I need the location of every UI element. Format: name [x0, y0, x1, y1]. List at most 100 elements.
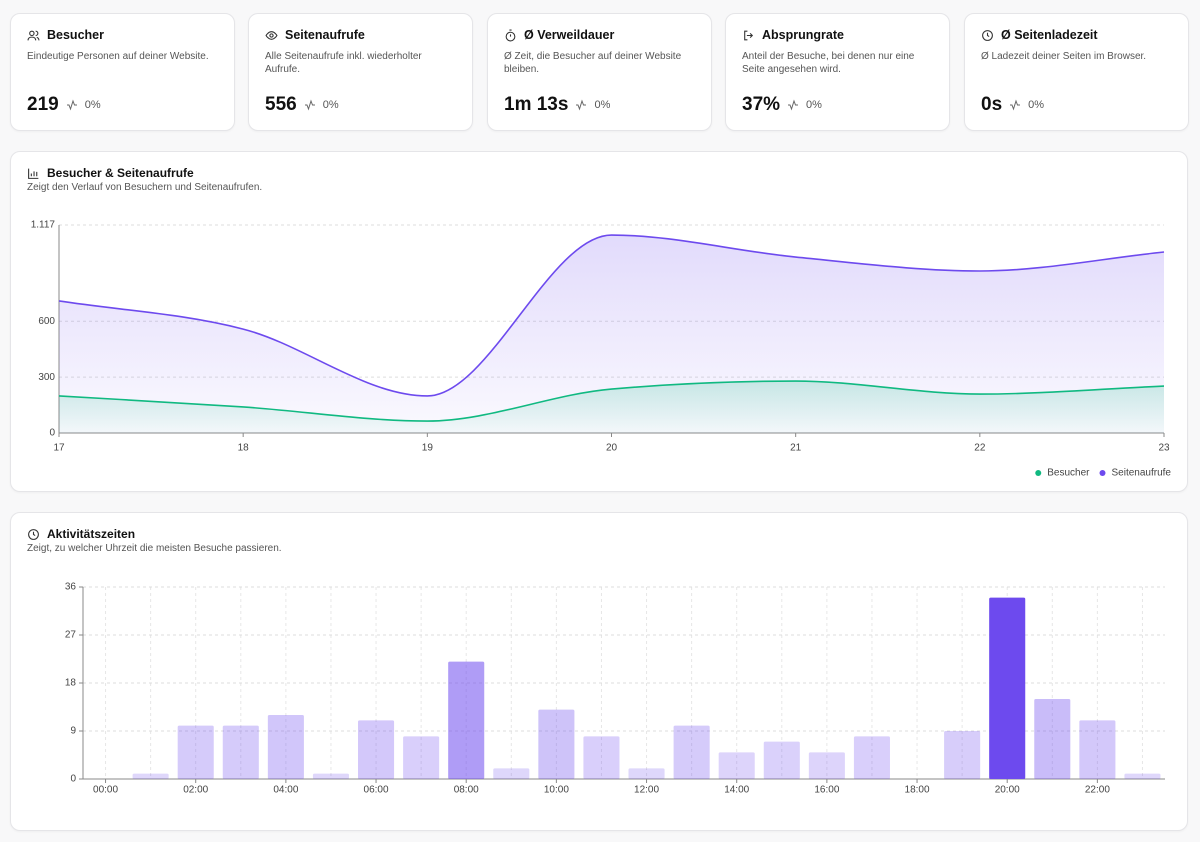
x-tick-label: 18 — [238, 443, 250, 454]
kpi-value: 37% — [742, 94, 781, 115]
legend-label: Seitenaufrufe — [1112, 468, 1172, 479]
area — [59, 235, 1164, 433]
chart-card: Besucher & Seitenaufrufe Zeigt den Verla… — [10, 151, 1188, 492]
bar — [1124, 773, 1161, 779]
chart-title: Aktivitätszeiten — [47, 527, 136, 541]
kpi-value: 0s — [981, 94, 1003, 115]
x-tick-label: 06:00 — [364, 785, 389, 796]
kpi-title: Absprungrate — [762, 28, 844, 42]
legend-marker — [1099, 470, 1106, 476]
chart-subtitle: Zeigt den Verlauf von Besuchern und Seit… — [27, 182, 263, 193]
x-tick-label: 19 — [422, 443, 434, 454]
trend-icon — [788, 99, 799, 111]
y-tick-label: 300 — [38, 372, 55, 383]
chart-title: Besucher & Seitenaufrufe — [47, 166, 194, 180]
bar — [177, 725, 214, 779]
x-tick-label: 12:00 — [634, 785, 659, 796]
chart-header: Besucher & Seitenaufrufe — [27, 166, 194, 180]
kpi-description: Eindeutige Personen auf deiner Website. — [27, 51, 209, 62]
kpi-value: 219 — [27, 94, 59, 115]
chart: 0 300 600 1.117 17 18 19 20 21 22 23 Seitenaufrufe B… — [31, 220, 1172, 479]
bar — [673, 725, 710, 779]
kpi-description: Alle Seitenaufrufe inkl. wiederholter Au… — [265, 51, 422, 75]
bar — [763, 741, 800, 779]
x-tick-label: 20 — [606, 443, 618, 454]
kpi-icon — [982, 29, 993, 41]
x-tick-label: 23 — [1158, 443, 1170, 454]
bar — [267, 715, 304, 779]
x-tick-label: 08:00 — [454, 785, 479, 796]
kpi-header: Besucher — [27, 28, 218, 42]
bar — [132, 773, 169, 779]
bar — [222, 725, 259, 779]
x-tick-label: 21 — [790, 443, 802, 454]
bar — [808, 752, 845, 779]
kpi-change: 0% — [84, 99, 101, 111]
kpi-header: Absprungrate — [742, 28, 933, 42]
bar — [583, 736, 620, 779]
kpi-title: Besucher — [47, 28, 104, 42]
y-tick-label: 600 — [38, 316, 55, 327]
x-tick-label: 22 — [974, 443, 986, 454]
trend-icon — [304, 99, 315, 111]
kpi-card: Besucher Eindeutige Personen auf deiner W… — [10, 13, 235, 131]
x-tick-label: 17 — [53, 443, 65, 454]
x-tick-label: 18:00 — [905, 785, 930, 796]
kpi-value-row: 219 0% — [27, 94, 101, 116]
bar — [403, 736, 440, 779]
x-tick-label: 14:00 — [724, 785, 749, 796]
x-tick-label: 02:00 — [183, 785, 208, 796]
y-tick-label: 9 — [70, 726, 76, 737]
chart: 0 9 18 27 36 00:00 02:00 04:00 06:00 08:00 10:00 12… — [65, 582, 1165, 796]
kpi-header: Seitenaufrufe — [265, 28, 456, 42]
chart-icon — [28, 168, 39, 179]
trend-icon — [66, 99, 77, 111]
kpi-description: Ø Ladezeit deiner Seiten im Browser. — [981, 51, 1147, 62]
bar — [493, 768, 530, 779]
kpi-card: Absprungrate Anteil der Besuche, bei dene… — [725, 13, 950, 131]
x-tick-label: 16:00 — [814, 785, 839, 796]
bar — [853, 736, 890, 779]
bar — [944, 731, 981, 779]
kpi-value-row: 37% 0% — [742, 94, 822, 116]
line — [58, 380, 1165, 422]
x-tick-label: 04:00 — [273, 785, 298, 796]
y-tick-label: 18 — [65, 678, 77, 689]
kpi-icon — [265, 30, 278, 40]
area — [59, 381, 1164, 433]
kpi-value-row: 556 0% — [265, 94, 339, 116]
chart-card: Aktivitätszeiten Zeigt, zu welcher Uhrze… — [10, 512, 1188, 831]
bar — [448, 661, 485, 779]
kpi-value: 556 — [265, 94, 297, 115]
kpi-title: Ø Verweildauer — [524, 28, 615, 42]
kpi-description: Ø Zeit, die Besucher auf deiner Website … — [504, 51, 682, 75]
chart-icon — [28, 528, 39, 540]
kpi-title: Seitenaufrufe — [285, 28, 365, 42]
kpi-icon — [27, 30, 40, 40]
kpi-card: Ø Verweildauer Ø Zeit, die Besucher auf d… — [487, 13, 712, 131]
bar — [358, 720, 395, 779]
kpi-icon — [744, 30, 754, 40]
line — [58, 234, 1165, 397]
chart-header: Aktivitätszeiten — [27, 527, 135, 541]
kpi-change: 0% — [806, 99, 822, 111]
y-tick-label: 0 — [70, 774, 76, 785]
bar — [628, 768, 665, 779]
x-tick-label: 10:00 — [544, 785, 569, 796]
bar — [538, 709, 575, 779]
kpi-value-row: 0s 0% — [981, 94, 1044, 116]
kpi-change: 0% — [594, 99, 611, 111]
y-tick-label: 27 — [65, 630, 77, 641]
kpi-change: 0% — [322, 99, 339, 111]
kpi-icon — [505, 29, 516, 41]
kpi-change: 0% — [1028, 99, 1045, 111]
y-tick-label: 36 — [65, 582, 77, 593]
trend-icon — [1010, 99, 1021, 111]
legend-marker — [1035, 470, 1042, 476]
bar — [1034, 699, 1071, 779]
legend-label: Besucher — [1047, 468, 1090, 479]
chart-subtitle: Zeigt, zu welcher Uhrzeit die meisten Be… — [27, 543, 282, 554]
kpi-title: Ø Seitenladezeit — [1001, 28, 1098, 42]
trend-icon — [576, 99, 587, 111]
